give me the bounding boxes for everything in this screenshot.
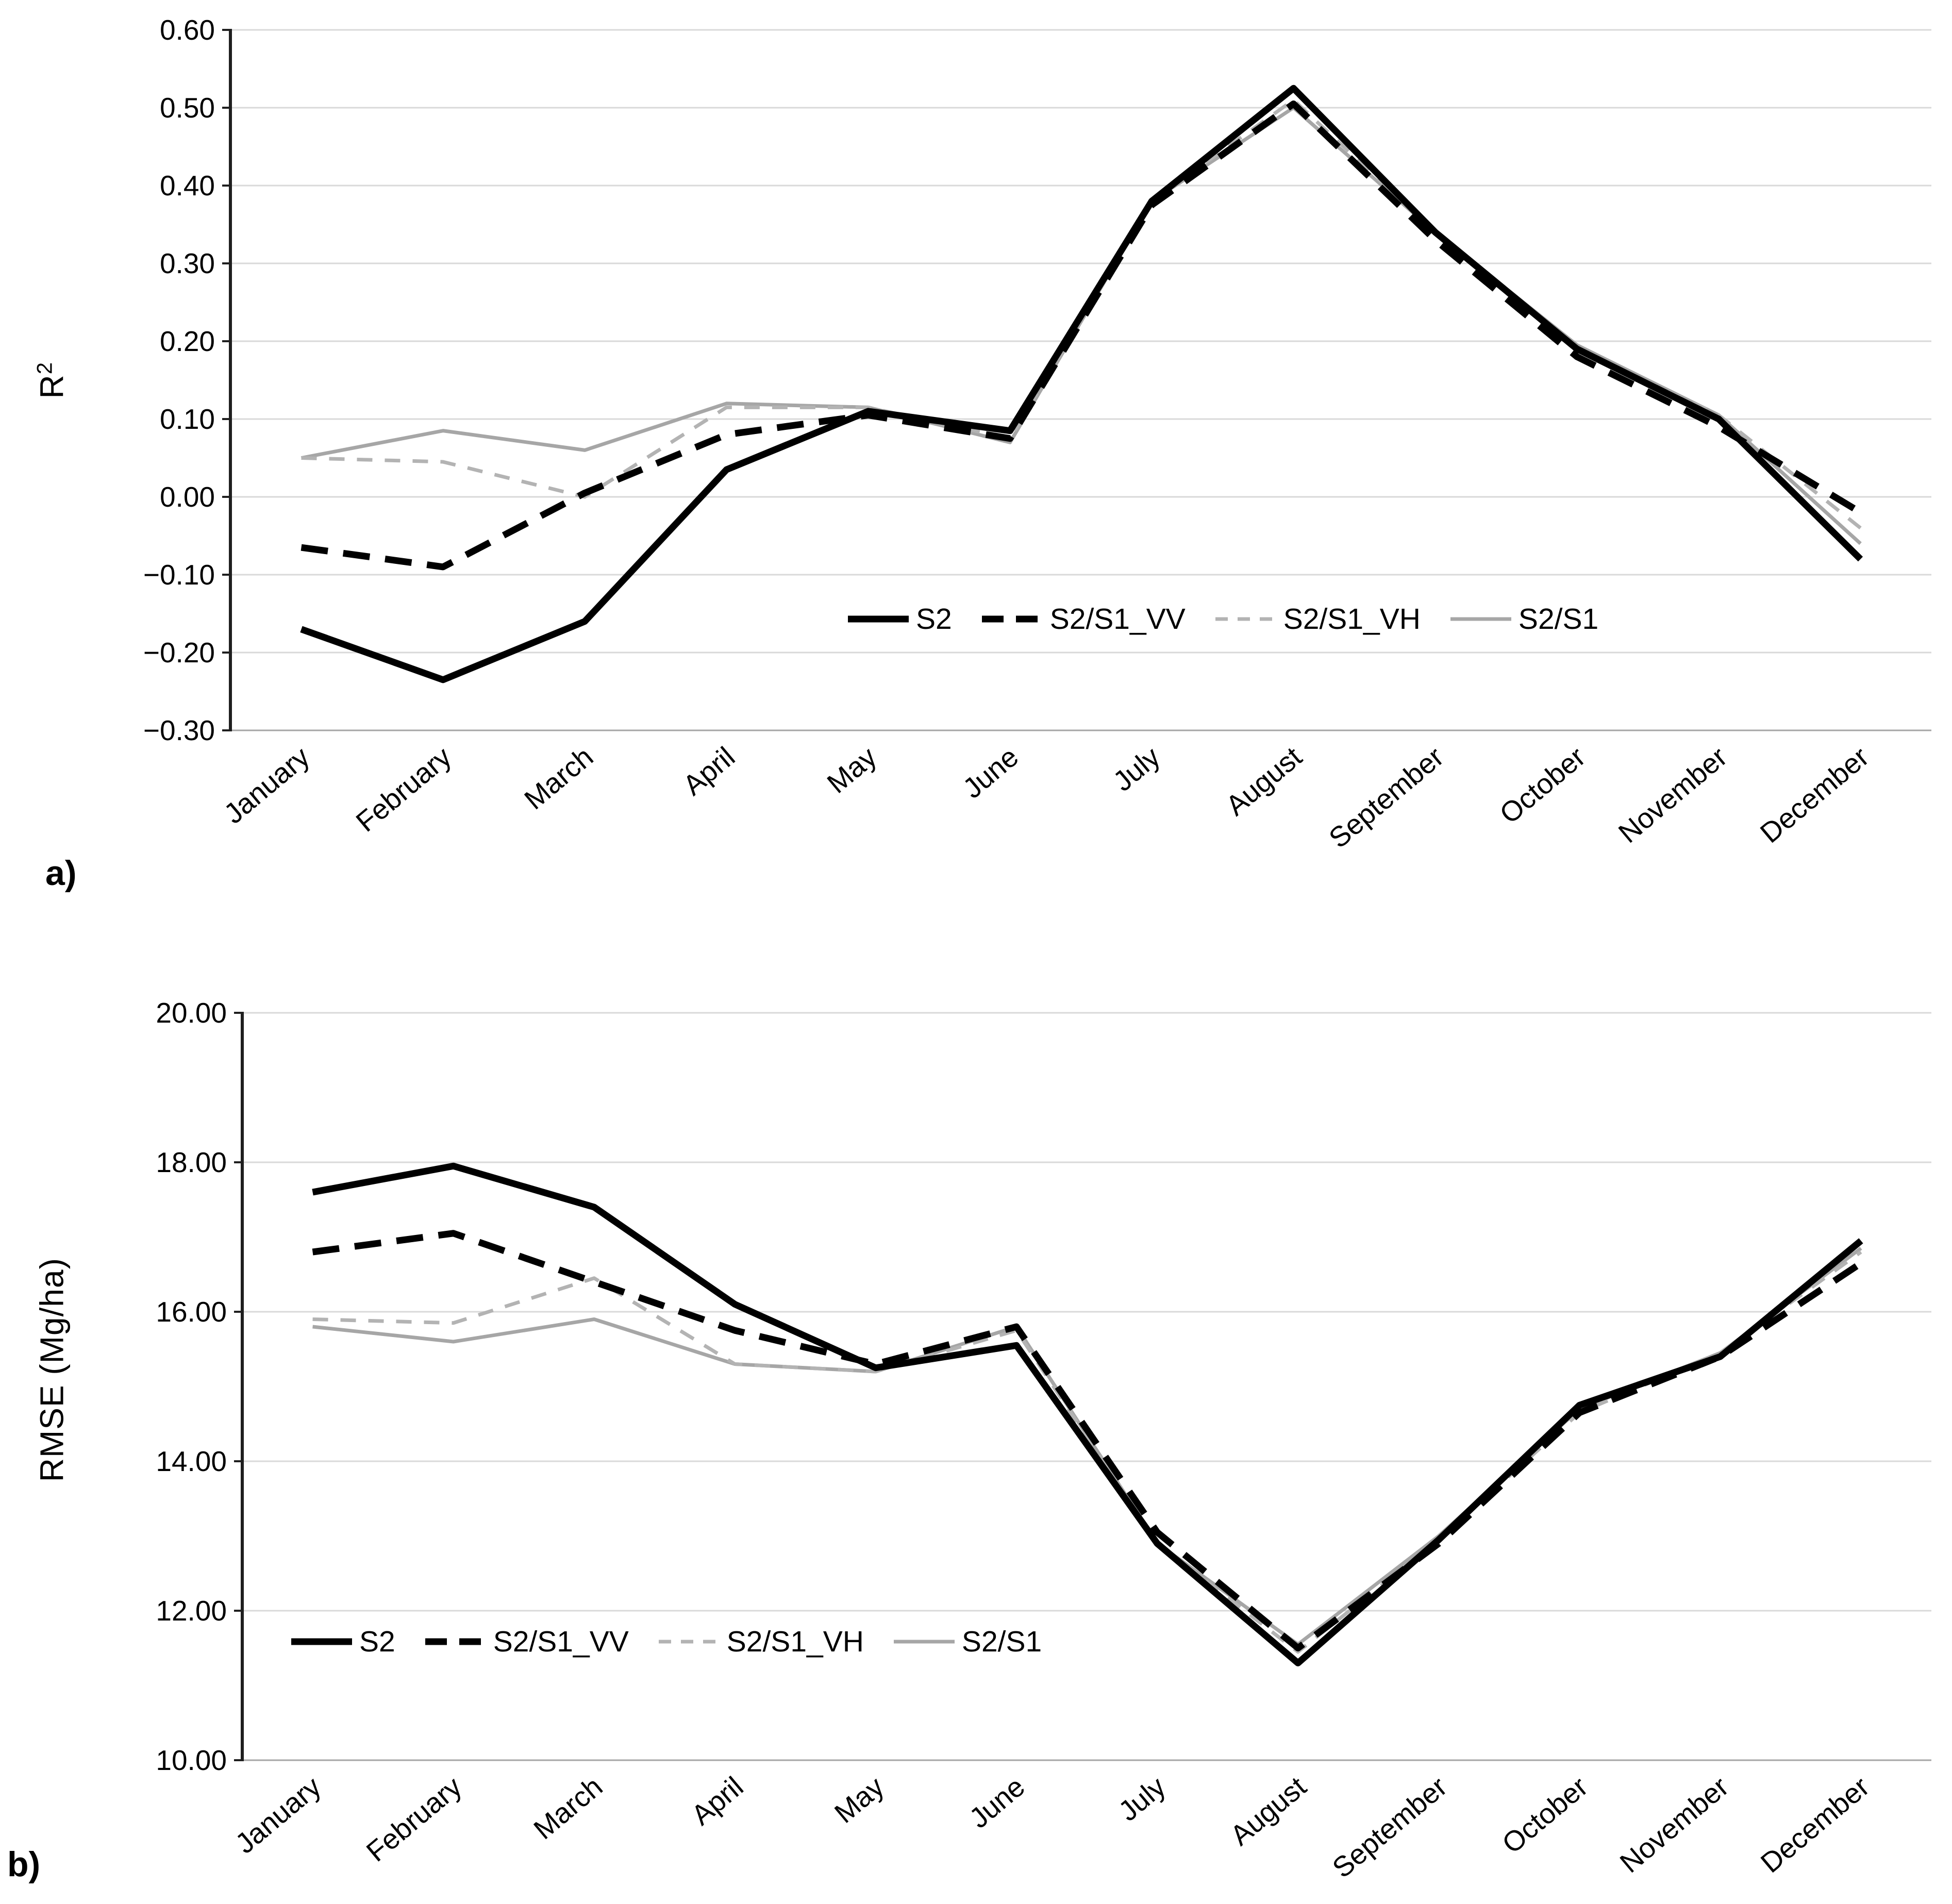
- legend-label: S2: [359, 1625, 395, 1658]
- legend-line-sample-icon: [981, 615, 1043, 623]
- y-tick-label-a: 0.00: [160, 481, 215, 513]
- legend-item-S2-S1-VH: S2/S1_VH: [658, 1625, 864, 1659]
- series-line-S2-S1-VH-b: [312, 1250, 1862, 1654]
- legend-item-S2-S1-VV: S2/S1_VV: [981, 602, 1186, 636]
- x-tick-label-a: December: [1754, 741, 1875, 849]
- x-tick-label-b: October: [1496, 1771, 1594, 1860]
- legend-line-sample-icon: [1450, 617, 1511, 621]
- x-tick-label-b: July: [1112, 1770, 1172, 1827]
- x-tick-label-a: September: [1323, 741, 1449, 854]
- legend-line-sample-icon: [425, 1638, 486, 1645]
- y-axis-title-a-sup: 2: [32, 361, 57, 375]
- panel-label-b: b): [7, 1845, 41, 1884]
- y-tick-label-a: 0.10: [160, 403, 215, 435]
- legend-label: S2/S1_VV: [493, 1625, 629, 1658]
- y-axis-title-rmse: RMSE (Mg/ha): [32, 1241, 71, 1499]
- y-axis-title-b-text: RMSE (Mg/ha): [33, 1258, 71, 1482]
- x-tick-label-a: August: [1220, 741, 1308, 822]
- x-tick-label-a: May: [821, 740, 883, 799]
- y-tick-label-a: −0.20: [143, 637, 215, 669]
- y-axis-title-r2: R2: [32, 324, 71, 437]
- x-tick-label-a: March: [518, 741, 599, 816]
- y-tick-label-b: 14.00: [156, 1445, 227, 1477]
- y-tick-label-a: 0.40: [160, 170, 215, 202]
- y-tick-label-a: −0.30: [143, 714, 215, 746]
- x-tick-label-b: June: [963, 1771, 1030, 1834]
- x-tick-label-b: December: [1755, 1771, 1875, 1879]
- legend-item-S2: S2: [848, 602, 952, 636]
- x-tick-label-a: November: [1612, 741, 1733, 849]
- series-line-S2-a: [300, 85, 1863, 683]
- series-line-S2-b: [312, 1162, 1863, 1666]
- legend-label: S2/S1_VH: [726, 1625, 864, 1658]
- x-tick-label-a: January: [218, 740, 315, 830]
- y-tick-label-b: 20.00: [156, 997, 227, 1029]
- x-tick-label-b: November: [1614, 1771, 1734, 1879]
- y-axis-title-a-text: R: [33, 374, 71, 399]
- legend-chart-b: S2 S2/S1_VV S2/S1_VH S2/S1: [291, 1625, 1042, 1659]
- y-tick-label-a: 0.30: [160, 247, 215, 279]
- series-line-S2-S1-VV-a: [301, 100, 1862, 571]
- y-tick-label-b: 16.00: [156, 1296, 227, 1328]
- x-tick-label-a: June: [957, 741, 1024, 805]
- x-tick-label-b: May: [828, 1770, 890, 1829]
- x-tick-label-a: October: [1493, 741, 1591, 830]
- y-tick-label-a: 0.50: [160, 92, 215, 124]
- legend-item-S2-S1: S2/S1: [893, 1625, 1042, 1659]
- legend-item-S2-S1: S2/S1: [1450, 602, 1598, 636]
- legend-label: S2/S1: [1518, 603, 1599, 636]
- legend-line-sample-icon: [848, 615, 909, 623]
- legend-chart-a: S2 S2/S1_VV S2/S1_VH S2/S1: [848, 602, 1598, 636]
- legend-label: S2/S1_VV: [1049, 603, 1186, 636]
- legend-line-sample-icon: [893, 1640, 955, 1644]
- x-tick-label-b: April: [685, 1771, 749, 1831]
- legend-label: S2/S1_VH: [1283, 603, 1421, 636]
- x-tick-label-b: August: [1224, 1771, 1312, 1852]
- x-tick-label-b: September: [1326, 1771, 1453, 1884]
- legend-item-S2: S2: [291, 1625, 395, 1659]
- y-tick-label-b: 12.00: [156, 1595, 227, 1627]
- legend-item-S2-S1-VV: S2/S1_VV: [425, 1625, 629, 1659]
- series-line-S2-S1-a: [301, 106, 1862, 545]
- legend-line-sample-icon: [1215, 617, 1276, 621]
- x-tick-label-a: February: [350, 740, 458, 838]
- x-tick-label-a: April: [677, 741, 741, 801]
- legend-label: S2: [916, 603, 952, 636]
- legend-label: S2/S1: [961, 1625, 1042, 1658]
- y-tick-label-a: 0.60: [160, 14, 215, 46]
- x-tick-label-b: February: [360, 1770, 468, 1867]
- legend-item-S2-S1-VH: S2/S1_VH: [1215, 602, 1421, 636]
- y-tick-label-a: −0.10: [143, 559, 215, 591]
- y-tick-label-b: 10.00: [156, 1744, 227, 1776]
- x-tick-label-b: March: [528, 1771, 609, 1846]
- y-tick-label-a: 0.20: [160, 325, 215, 357]
- series-line-S2-S1-VV-b: [312, 1230, 1863, 1651]
- legend-line-sample-icon: [291, 1638, 352, 1645]
- x-tick-label-b: January: [229, 1770, 327, 1860]
- x-tick-label-a: July: [1107, 740, 1166, 797]
- y-tick-label-b: 18.00: [156, 1146, 227, 1178]
- panel-label-a: a): [45, 854, 77, 893]
- legend-line-sample-icon: [658, 1640, 720, 1644]
